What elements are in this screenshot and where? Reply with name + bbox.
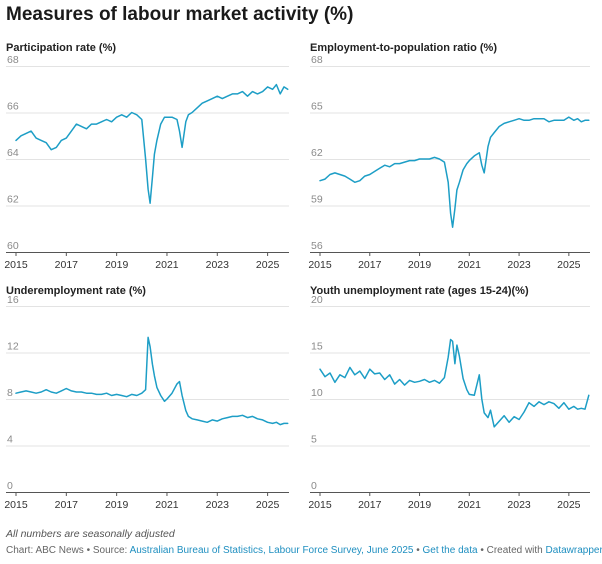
x-tick-label: 2025 [256, 259, 280, 271]
x-tick-label: 2023 [206, 499, 230, 511]
y-tick-label: 16 [7, 294, 19, 306]
get-data-link[interactable]: Get the data [422, 545, 478, 556]
x-tick-label: 2017 [358, 259, 382, 271]
x-tick-label: 2017 [55, 499, 79, 511]
x-tick-label: 2015 [308, 499, 332, 511]
x-tick-label: 2023 [206, 259, 230, 271]
x-tick-label: 2021 [155, 259, 179, 271]
credit-line: Chart: ABC News • Source: Australian Bur… [6, 545, 602, 556]
series-line [15, 83, 289, 204]
series-line [319, 338, 590, 428]
credit-separator: • [83, 545, 93, 556]
panel-title: Employment-to-population ratio (%) [310, 42, 497, 54]
y-tick-label: 60 [7, 240, 19, 252]
credit-separator: • [477, 545, 487, 556]
y-tick-label: 59 [311, 194, 323, 206]
x-tick-label: 2015 [4, 499, 28, 511]
x-tick-label: 2021 [458, 259, 482, 271]
y-tick-label: 64 [7, 147, 19, 159]
y-tick-label: 68 [7, 54, 19, 66]
y-tick-label: 65 [311, 101, 323, 113]
x-tick-label: 2023 [507, 499, 531, 511]
y-tick-label: 20 [311, 294, 323, 306]
x-tick-label: 2025 [256, 499, 280, 511]
x-tick-label: 2017 [358, 499, 382, 511]
y-tick-label: 8 [7, 387, 13, 399]
x-tick-label: 2021 [155, 499, 179, 511]
x-tick-label: 2025 [557, 259, 581, 271]
y-tick-label: 0 [7, 480, 13, 492]
y-tick-label: 62 [7, 194, 19, 206]
credit-chart-by: Chart: ABC News [6, 545, 84, 556]
x-tick-label: 2017 [55, 259, 79, 271]
series-line [15, 336, 289, 426]
series-line [319, 116, 590, 228]
x-tick-label: 2023 [507, 259, 531, 271]
y-tick-label: 5 [311, 434, 317, 446]
x-tick-label: 2021 [458, 499, 482, 511]
credit-source-prefix: Source: [92, 545, 130, 556]
credit-created: Created with [486, 545, 546, 556]
x-tick-label: 2019 [408, 259, 432, 271]
y-tick-label: 4 [7, 434, 13, 446]
seasonal-note: All numbers are seasonally adjusted [6, 528, 175, 540]
panel-title: Participation rate (%) [6, 42, 116, 54]
x-tick-label: 2019 [105, 259, 129, 271]
x-tick-label: 2015 [308, 259, 332, 271]
x-tick-label: 2025 [557, 499, 581, 511]
datawrapper-link[interactable]: Datawrapper [545, 545, 602, 556]
credit-separator: • [413, 545, 423, 556]
y-tick-label: 12 [7, 341, 19, 353]
y-tick-label: 62 [311, 147, 323, 159]
panel-title: Youth unemployment rate (ages 15-24)(%) [310, 285, 529, 297]
y-tick-label: 66 [7, 101, 19, 113]
source-link[interactable]: Australian Bureau of Statistics, Labour … [129, 545, 414, 556]
x-tick-label: 2019 [408, 499, 432, 511]
x-tick-label: 2015 [4, 259, 28, 271]
y-tick-label: 56 [311, 240, 323, 252]
y-tick-label: 68 [311, 54, 323, 66]
y-tick-label: 15 [311, 341, 323, 353]
chart-title: Measures of labour market activity (%) [6, 4, 354, 25]
y-tick-label: 0 [311, 480, 317, 492]
y-tick-label: 10 [311, 387, 323, 399]
x-tick-label: 2019 [105, 499, 129, 511]
panel-title: Underemployment rate (%) [6, 285, 146, 297]
